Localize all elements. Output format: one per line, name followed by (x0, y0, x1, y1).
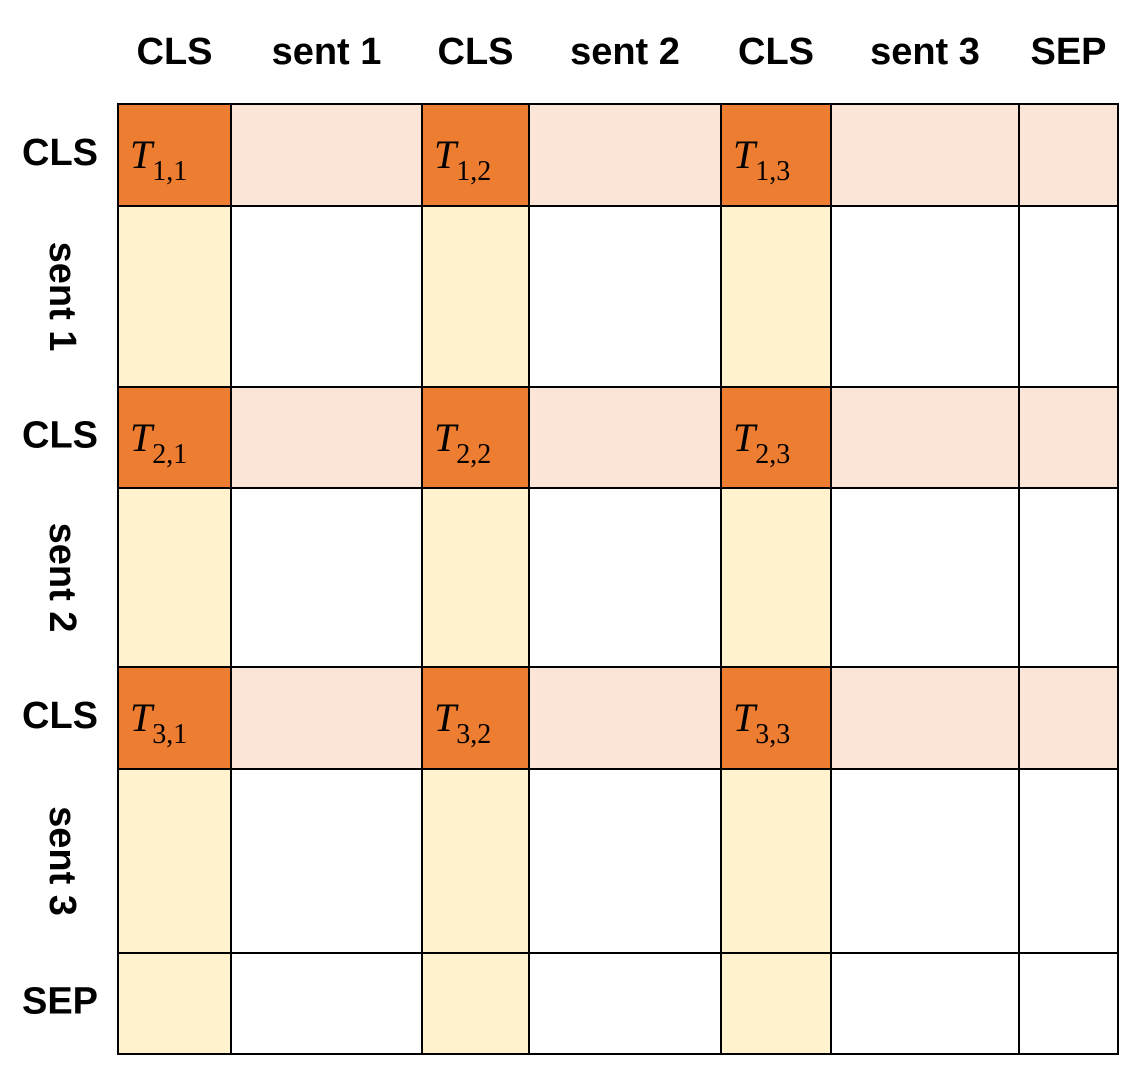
cell-label: T3,3 (733, 695, 790, 750)
cell (528, 487, 722, 668)
cell-subscript: 3,2 (456, 719, 491, 750)
cell (421, 103, 530, 207)
column-label: sent 3 (870, 31, 980, 73)
cell (230, 103, 423, 207)
cell-label: T1,2 (434, 132, 491, 187)
column-label: SEP (1030, 31, 1106, 73)
cell (421, 666, 530, 770)
cell (830, 103, 1020, 207)
cell-subscript: 3,3 (755, 719, 790, 750)
cell-symbol: T (733, 695, 758, 740)
cell (421, 205, 530, 388)
cell (1018, 103, 1119, 207)
cell-subscript: 2,1 (152, 439, 187, 470)
cell (720, 205, 832, 388)
cell (528, 666, 722, 770)
cell (1018, 386, 1119, 489)
row-label: CLS (22, 415, 98, 457)
cell-label: T2,1 (130, 415, 187, 470)
cell (830, 487, 1020, 668)
cell (528, 205, 722, 388)
cell (117, 487, 232, 668)
cell (720, 487, 832, 668)
cell-symbol: T (733, 415, 758, 460)
cell-symbol: T (130, 132, 155, 177)
cell (117, 205, 232, 388)
cell-symbol: T (130, 415, 155, 460)
cell (230, 386, 423, 489)
cell (720, 386, 832, 489)
row-label: sent 1 (41, 242, 83, 352)
cell-subscript: 1,2 (456, 156, 491, 187)
column-label: CLS (738, 31, 814, 73)
cell-label: T2,2 (434, 415, 491, 470)
cell-symbol: T (434, 415, 459, 460)
row-label: CLS (22, 132, 98, 174)
cell (528, 952, 722, 1055)
row-label: CLS (22, 695, 98, 737)
cell (1018, 487, 1119, 668)
cell-label: T3,2 (434, 695, 491, 750)
cell-subscript: 2,2 (456, 439, 491, 470)
cell (1018, 666, 1119, 770)
cell (230, 487, 423, 668)
cell (230, 666, 423, 770)
cell-subscript: 3,1 (152, 719, 187, 750)
cell (230, 205, 423, 388)
cell (421, 952, 530, 1055)
cell-label: T1,1 (130, 132, 187, 187)
cell-subscript: 1,1 (152, 156, 187, 187)
cell (230, 768, 423, 954)
cell (830, 205, 1020, 388)
column-label: CLS (438, 31, 514, 73)
cell (117, 103, 232, 207)
cell (1018, 952, 1119, 1055)
cell (421, 768, 530, 954)
cell (117, 952, 232, 1055)
cell (528, 768, 722, 954)
cell (230, 952, 423, 1055)
cell (720, 768, 832, 954)
cell-label: T3,1 (130, 695, 187, 750)
cell (528, 103, 722, 207)
cell (421, 487, 530, 668)
cell (720, 103, 832, 207)
cell (830, 768, 1020, 954)
cell (117, 768, 232, 954)
cell (1018, 768, 1119, 954)
cell-symbol: T (733, 132, 758, 177)
cell-symbol: T (434, 132, 459, 177)
cell (528, 386, 722, 489)
column-label: sent 2 (570, 31, 680, 73)
cell-label: T1,3 (733, 132, 790, 187)
cell-symbol: T (130, 695, 155, 740)
cell (830, 952, 1020, 1055)
cell-symbol: T (434, 695, 459, 740)
cell (1018, 205, 1119, 388)
cell (830, 666, 1020, 770)
cell-label: T2,3 (733, 415, 790, 470)
column-label: sent 1 (272, 31, 382, 73)
cell-subscript: 1,3 (755, 156, 790, 187)
cell (830, 386, 1020, 489)
cell (720, 952, 832, 1055)
row-label: SEP (22, 981, 98, 1023)
column-label: CLS (137, 31, 213, 73)
cell-subscript: 2,3 (755, 439, 790, 470)
row-label: sent 3 (41, 806, 83, 916)
row-label: sent 2 (41, 523, 83, 633)
